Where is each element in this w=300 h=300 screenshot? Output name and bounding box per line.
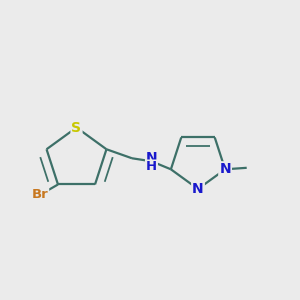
- Text: Br: Br: [32, 188, 48, 202]
- Text: H: H: [146, 160, 157, 173]
- Text: N: N: [192, 182, 204, 196]
- Text: S: S: [71, 121, 82, 134]
- Text: N: N: [146, 151, 157, 165]
- Text: N: N: [219, 162, 231, 176]
